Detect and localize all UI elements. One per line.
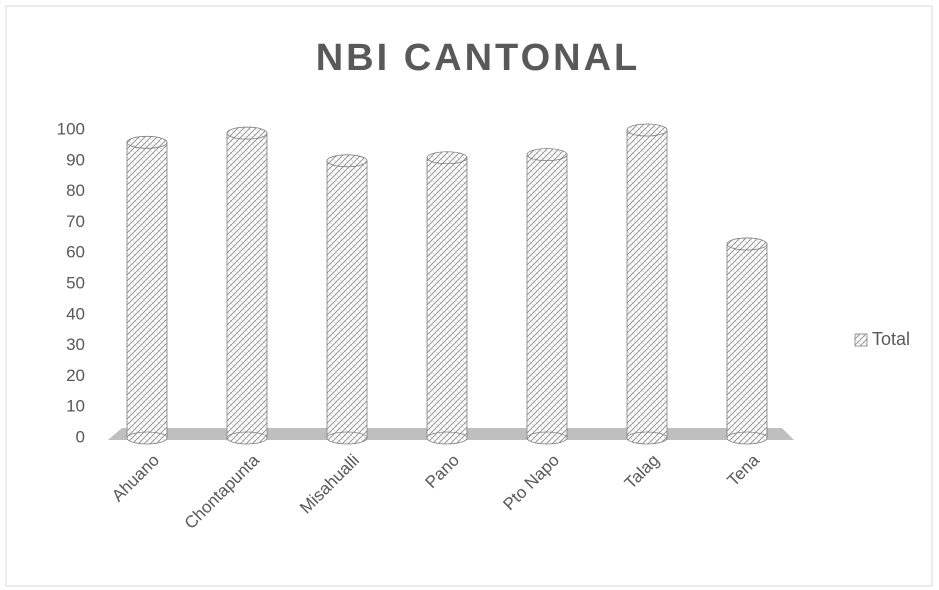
y-tick-label: 30 xyxy=(66,335,85,354)
legend-swatch xyxy=(854,333,868,347)
bar-base-cover xyxy=(727,436,767,439)
bar xyxy=(426,157,468,439)
bar-top xyxy=(526,148,568,162)
bar xyxy=(626,129,668,439)
bar-top xyxy=(226,126,268,140)
bar-top xyxy=(426,151,468,165)
bar xyxy=(726,243,768,439)
legend-label: Total xyxy=(872,329,910,349)
bar-base-cover xyxy=(627,436,667,439)
bar-top xyxy=(126,135,168,149)
y-tick-label: 80 xyxy=(66,181,85,200)
bar xyxy=(126,141,168,439)
y-tick-label: 0 xyxy=(76,427,85,446)
y-tick-label: 20 xyxy=(66,366,85,385)
bar xyxy=(326,160,368,439)
y-tick-label: 70 xyxy=(66,212,85,231)
chart-title: NBI CANTONAL xyxy=(316,37,641,79)
bar-top xyxy=(626,123,668,137)
y-tick-label: 90 xyxy=(66,150,85,169)
bar xyxy=(226,132,268,439)
bar-base-cover xyxy=(127,436,167,439)
y-tick-label: 100 xyxy=(57,119,85,138)
bar-top xyxy=(726,237,768,251)
bar-base-cover xyxy=(427,436,467,439)
y-tick-label: 10 xyxy=(66,397,85,416)
bar-base-cover xyxy=(327,436,367,439)
bar-base-cover xyxy=(527,436,567,439)
y-tick-label: 60 xyxy=(66,243,85,262)
y-tick-label: 40 xyxy=(66,304,85,323)
bar-base-cover xyxy=(227,436,267,439)
bar xyxy=(526,154,568,439)
bar-top xyxy=(326,154,368,168)
y-tick-label: 50 xyxy=(66,273,85,292)
